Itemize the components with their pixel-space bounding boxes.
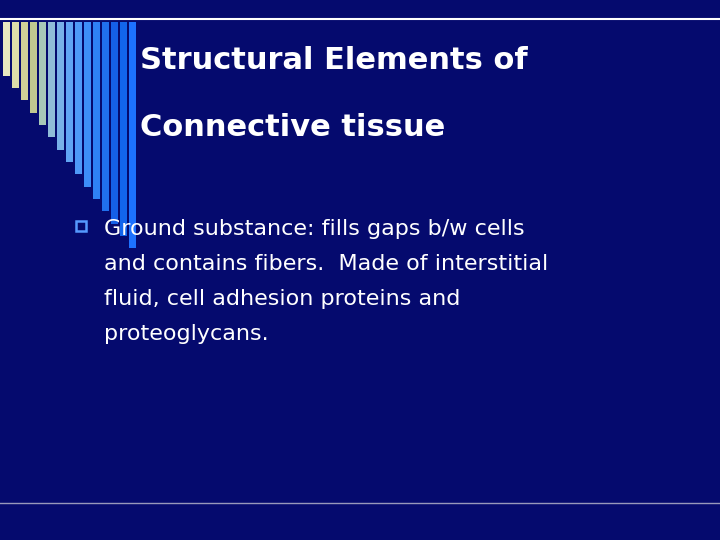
Bar — [21, 22, 28, 100]
Text: and contains fibers.  Made of interstitial: and contains fibers. Made of interstitia… — [104, 254, 549, 274]
Bar — [48, 22, 55, 137]
Text: Structural Elements of: Structural Elements of — [140, 46, 528, 75]
Bar — [129, 22, 136, 248]
Bar — [30, 22, 37, 113]
Bar — [57, 22, 64, 150]
Bar — [75, 22, 82, 174]
Bar — [93, 22, 100, 199]
Bar — [66, 22, 73, 162]
Bar — [39, 22, 46, 125]
Bar — [12, 22, 19, 88]
Text: Ground substance: fills gaps b/w cells: Ground substance: fills gaps b/w cells — [104, 219, 525, 239]
Bar — [102, 22, 109, 211]
Text: proteoglycans.: proteoglycans. — [104, 324, 269, 344]
Bar — [84, 22, 91, 187]
Bar — [120, 22, 127, 236]
Text: fluid, cell adhesion proteins and: fluid, cell adhesion proteins and — [104, 289, 461, 309]
Text: Connective tissue: Connective tissue — [140, 113, 446, 143]
Bar — [111, 22, 118, 224]
Bar — [3, 22, 10, 76]
Bar — [76, 221, 86, 231]
